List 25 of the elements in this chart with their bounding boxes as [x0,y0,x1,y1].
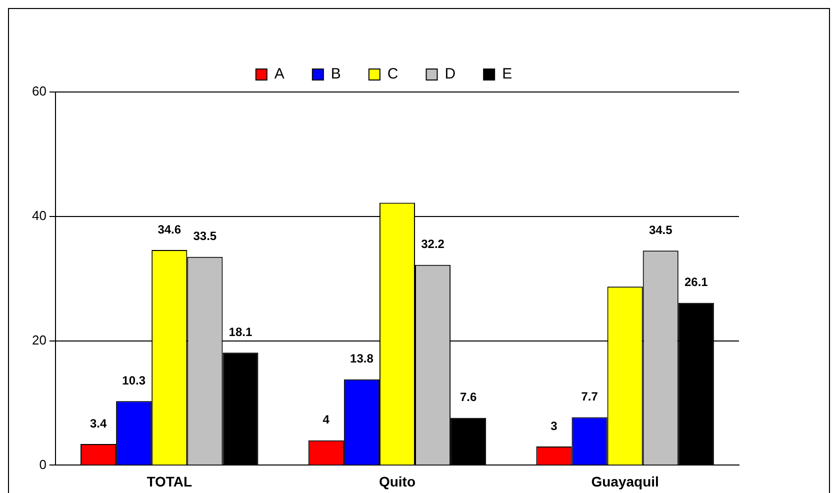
data-label: 13.8 [350,352,374,366]
data-label: 32.2 [421,237,445,252]
y-tick-label: 40 [32,208,46,223]
y-tick-label: 0 [39,456,46,472]
legend-label: A [274,66,284,83]
legend-label: C [387,66,398,83]
legend-label: D [444,66,456,83]
data-label: 18.1 [228,324,252,339]
x-tick-label: TOTAL [146,473,193,490]
data-label: 33.5 [193,229,217,244]
data-label: 26.1 [684,275,708,290]
data-label: 3 [550,418,558,433]
y-tick-label: 60 [32,84,46,99]
data-label: 34.6 [158,222,182,236]
legend-label: E [502,66,512,83]
x-tick-label: Guayaquil [591,473,659,490]
y-tick-label: 20 [32,332,46,348]
data-label: 7.6 [460,390,477,404]
data-label: 3.4 [90,416,107,430]
data-label: 34.5 [648,222,673,237]
data-label: 7.7 [581,390,598,404]
data-label: 4 [322,412,330,427]
x-tick-label: Quito [378,473,416,490]
legend-label: B [330,66,341,83]
data-label: 10.3 [122,373,146,388]
